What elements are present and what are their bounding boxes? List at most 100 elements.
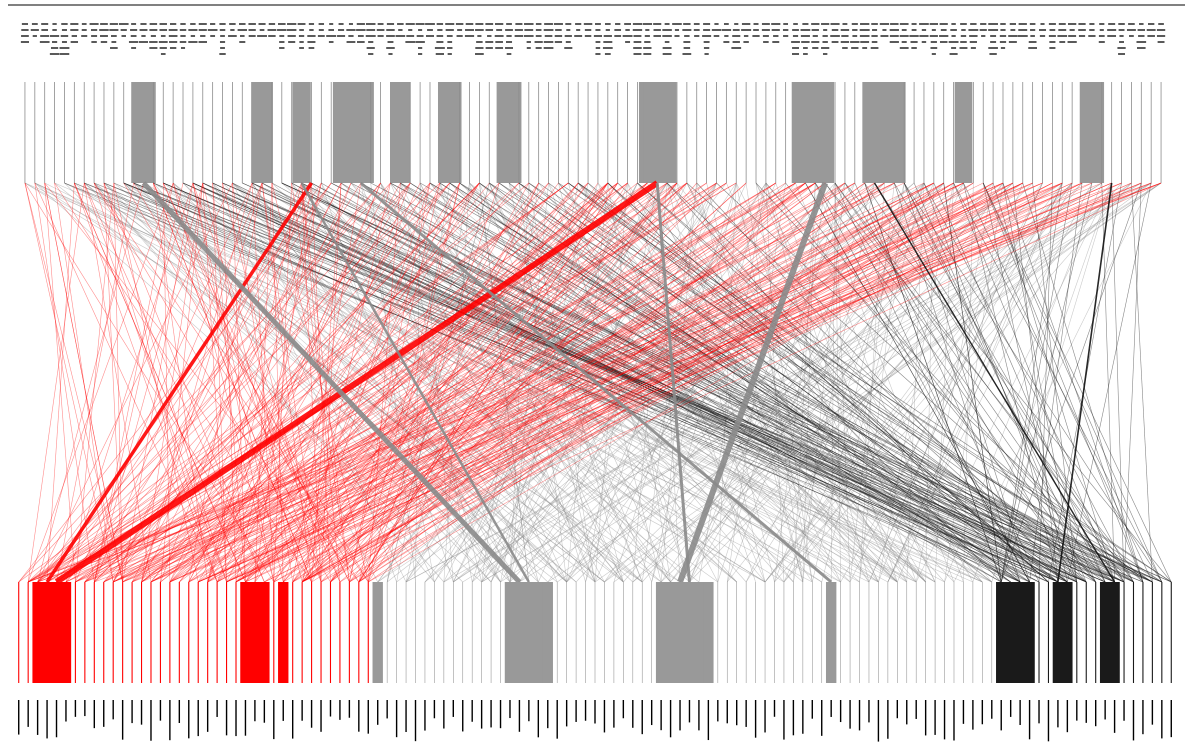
link-line (963, 182, 1059, 583)
link-line (245, 182, 648, 583)
link-line (212, 182, 407, 583)
link-line (449, 182, 983, 583)
link-line (405, 182, 500, 583)
link-line (84, 182, 1162, 583)
link-line (93, 182, 662, 583)
link-line (198, 182, 609, 583)
top-node-bar (390, 82, 411, 183)
link-line (252, 182, 1040, 583)
link-line (188, 182, 875, 583)
link-line (292, 182, 1063, 583)
link-line (103, 182, 643, 583)
link-line (439, 182, 624, 583)
link-line (153, 182, 350, 583)
link-line (93, 182, 331, 583)
link-line (358, 182, 994, 583)
link-line (558, 182, 898, 583)
link-line (488, 182, 671, 583)
link-line (292, 182, 678, 583)
link-line (349, 182, 806, 583)
link-line (24, 182, 983, 583)
link-line (94, 182, 204, 583)
link-line (783, 182, 1073, 583)
link-line (651, 182, 737, 583)
link-line (245, 182, 1132, 583)
link-line (943, 182, 1002, 583)
link-line (163, 182, 1125, 583)
link-line (273, 182, 292, 583)
link-line (84, 182, 520, 583)
link-line (103, 182, 492, 583)
link-line (24, 182, 766, 583)
link-line (54, 180, 659, 585)
link-line (150, 182, 786, 583)
link-line (498, 182, 1115, 583)
link-line (113, 182, 123, 583)
link-line (207, 182, 302, 583)
link-line (982, 182, 1144, 583)
link-line (500, 182, 579, 583)
link-line (141, 182, 618, 583)
link-line (198, 182, 1112, 583)
top-node-bar (883, 82, 906, 183)
link-line (198, 182, 1142, 583)
link-line (169, 182, 816, 583)
link-line (103, 182, 227, 583)
link-line (122, 182, 1013, 583)
link-line (37, 182, 569, 583)
link-line (216, 182, 994, 583)
link-line (235, 182, 934, 583)
link-line (141, 182, 668, 583)
bottom-node-bar (684, 582, 695, 683)
link-line (617, 182, 1049, 583)
link-line (235, 182, 1083, 583)
link-line (46, 182, 75, 583)
link-line (390, 182, 558, 583)
link-line (320, 182, 885, 583)
link-line (75, 182, 727, 583)
link-line (745, 182, 804, 583)
link-line (74, 182, 246, 583)
link-line (439, 182, 539, 583)
link-line (202, 182, 1087, 583)
link-line (169, 182, 1112, 583)
link-line (358, 182, 609, 583)
link-line (311, 182, 954, 583)
link-line (878, 182, 954, 583)
link-line (670, 182, 1004, 583)
link-line (509, 182, 549, 583)
link-line (64, 182, 964, 583)
link-line (235, 182, 974, 583)
link-line (481, 182, 1152, 583)
link-line (37, 182, 233, 583)
link-line (131, 182, 816, 583)
link-line (65, 182, 964, 583)
link-line (207, 182, 480, 583)
link-line (169, 182, 717, 583)
link-line (755, 182, 936, 583)
link-line (122, 182, 1162, 583)
link-line (894, 182, 1125, 583)
link-line (172, 182, 275, 583)
link-line (232, 182, 992, 583)
link-line (566, 182, 865, 583)
link-line (655, 182, 691, 583)
link-line (264, 182, 1053, 583)
link-lines (18, 180, 1172, 585)
link-line (45, 182, 313, 583)
link-line (44, 182, 76, 583)
link-line (686, 182, 898, 583)
link-line (793, 182, 875, 583)
link-line (400, 182, 1153, 583)
top-node-bar (1079, 82, 1105, 183)
link-line (358, 182, 846, 583)
link-line (271, 182, 284, 583)
bottom-node-bar (240, 582, 251, 683)
link-line (933, 182, 1106, 583)
link-line (75, 182, 115, 583)
link-line (281, 182, 1096, 583)
link-line (226, 182, 688, 583)
link-line (222, 182, 237, 583)
